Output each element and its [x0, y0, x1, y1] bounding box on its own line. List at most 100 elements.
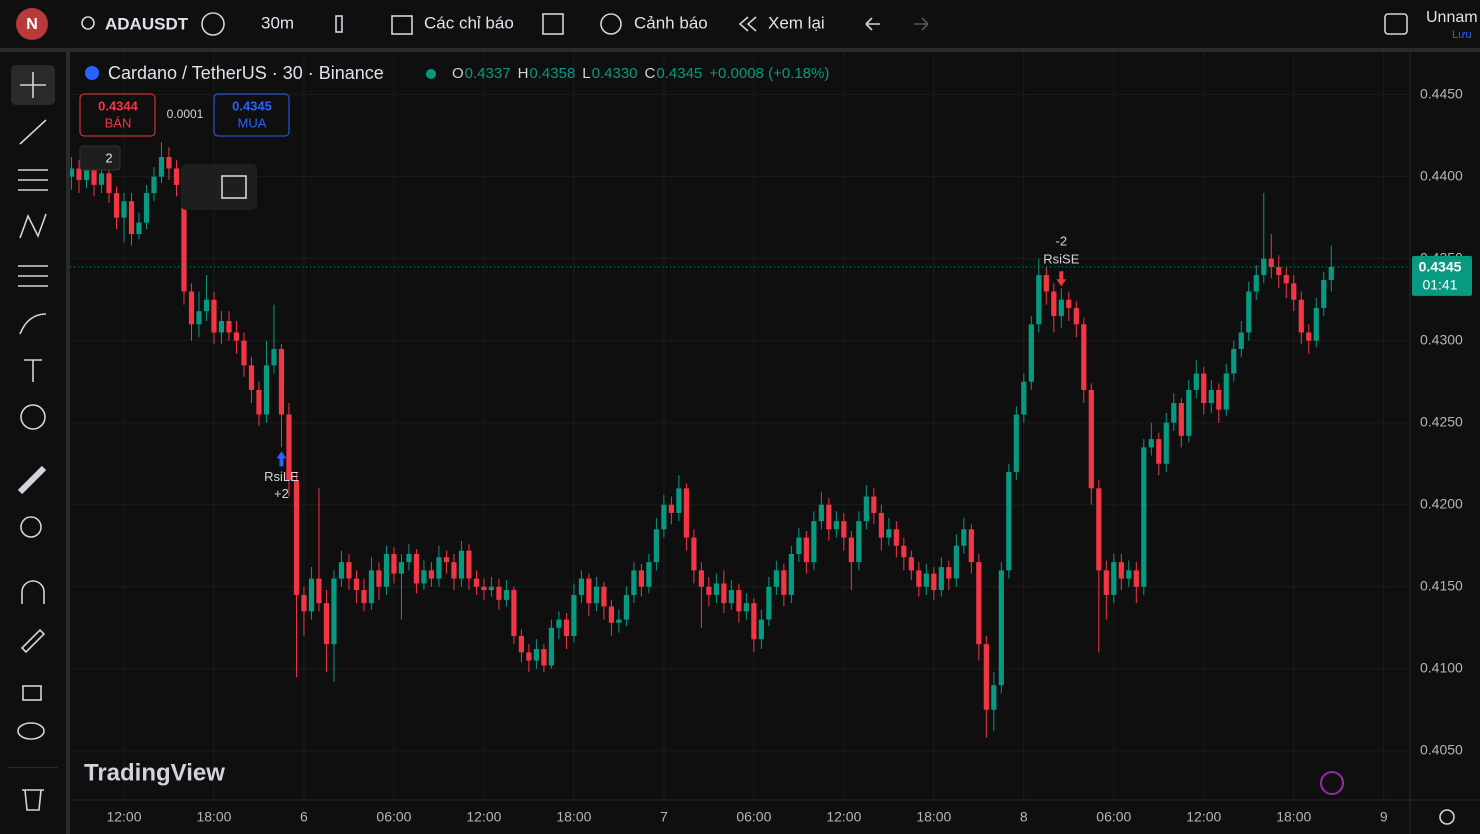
- candle-body: [1133, 570, 1139, 587]
- countdown: 01:41: [1422, 277, 1457, 293]
- candle-body: [923, 573, 929, 587]
- last-price-label: 0.4345: [1419, 259, 1462, 275]
- market-status: [426, 69, 436, 79]
- candle-body: [571, 594, 577, 636]
- hide-tool[interactable]: [17, 722, 45, 740]
- interval[interactable]: 30m: [261, 13, 294, 32]
- candle-body: [1103, 570, 1109, 595]
- candle-body: [518, 635, 525, 653]
- alerts[interactable]: Cảnh báo: [634, 13, 708, 32]
- alert-icon[interactable]: [600, 13, 622, 35]
- candle-body: [1028, 324, 1034, 382]
- candle-body: [1193, 373, 1199, 390]
- projection-tool[interactable]: [18, 265, 48, 287]
- templates-icon[interactable]: [542, 13, 564, 35]
- y-tick-label: 0.4050: [1420, 741, 1463, 757]
- price-axis: [1410, 52, 1480, 834]
- emoji-tool[interactable]: [20, 404, 46, 430]
- sell-button[interactable]: [79, 93, 156, 137]
- position-badge[interactable]: [79, 145, 121, 171]
- fib-tool[interactable]: [18, 169, 48, 191]
- candle-body: [533, 649, 540, 661]
- replay[interactable]: Xem lại: [768, 13, 825, 32]
- toolbar-separator: [8, 767, 58, 768]
- symbol[interactable]: ADAUSDT: [105, 14, 189, 33]
- ruler-tool[interactable]: [17, 465, 47, 495]
- delete-tool[interactable]: [22, 789, 44, 811]
- candle-body: [1246, 291, 1252, 333]
- candle-body: [158, 156, 165, 177]
- brush-tool[interactable]: [19, 313, 47, 335]
- ohlc-change: +0.0008 (+0.18%): [709, 65, 829, 82]
- search-icon[interactable]: [81, 16, 95, 30]
- signal-name: RsiSE: [1043, 252, 1079, 267]
- layout-icon[interactable]: [1384, 13, 1408, 35]
- candle-body: [1006, 471, 1012, 571]
- zoom-tool[interactable]: [20, 516, 42, 538]
- candle-body: [211, 299, 217, 333]
- select-rect-icon[interactable]: [221, 175, 247, 199]
- buy-price: 0.4345: [232, 98, 272, 113]
- redo[interactable]: [914, 17, 929, 31]
- x-tick-label: 12:00: [1186, 809, 1221, 825]
- y-tick-label: 0.4450: [1420, 85, 1463, 101]
- buy-button[interactable]: [213, 93, 290, 137]
- x-tick-label: 7: [660, 809, 668, 825]
- layout-name[interactable]: Unnam: [1426, 9, 1478, 26]
- save[interactable]: Lưu: [1452, 29, 1472, 41]
- candle-body: [713, 583, 719, 595]
- candle-body: [1171, 403, 1177, 423]
- candle-body: [526, 652, 532, 661]
- lightning-button[interactable]: [1320, 771, 1344, 795]
- add-symbol[interactable]: [201, 12, 225, 36]
- candle-body: [1328, 266, 1334, 281]
- candle-body: [323, 603, 330, 645]
- ohlc-key: H: [518, 65, 529, 82]
- avatar[interactable]: [16, 8, 48, 40]
- magnet-tool[interactable]: [21, 580, 45, 604]
- undo[interactable]: [865, 17, 880, 31]
- candle-body: [368, 570, 375, 604]
- candle-body: [878, 512, 884, 538]
- settings-button[interactable]: [1439, 809, 1455, 825]
- indicators[interactable]: Các chỉ báo: [424, 13, 514, 32]
- candle-body: [818, 504, 824, 522]
- trendline-tool[interactable]: [19, 119, 47, 145]
- candle-body: [331, 578, 337, 645]
- replay-icon[interactable]: [738, 16, 757, 32]
- candle-body: [503, 590, 510, 600]
- candle-body: [676, 488, 682, 513]
- candle-body: [166, 156, 172, 169]
- candle-body: [1178, 403, 1184, 436]
- candle-body: [241, 340, 247, 366]
- chart-type-icon[interactable]: [335, 15, 343, 33]
- candle-body: [196, 311, 202, 325]
- candle-body: [436, 557, 442, 579]
- y-tick-label: 0.4300: [1420, 331, 1463, 347]
- candle-body: [301, 594, 307, 612]
- crosshair-tool[interactable]: [20, 72, 46, 98]
- candle-body: [631, 570, 637, 595]
- candle-body: [646, 562, 652, 587]
- candle-body: [143, 193, 150, 223]
- candle-body: [286, 414, 292, 481]
- candle-body: [173, 168, 180, 185]
- text-tool[interactable]: [24, 359, 42, 382]
- lock-tool[interactable]: [22, 685, 42, 701]
- candle-body: [856, 521, 862, 563]
- candle-body: [451, 562, 457, 579]
- indicators-icon[interactable]: [391, 15, 413, 35]
- candle-body: [548, 627, 555, 666]
- candle-body: [661, 504, 667, 530]
- candle-body: [181, 184, 187, 292]
- candle-body: [68, 168, 75, 177]
- candle-body: [1283, 275, 1289, 284]
- candle-body: [931, 573, 937, 591]
- candle-body: [668, 504, 674, 513]
- candle-body: [706, 586, 712, 595]
- candle-body: [1088, 389, 1094, 489]
- candle-body: [826, 504, 832, 530]
- candle-body: [391, 553, 397, 574]
- pattern-tool[interactable]: [19, 213, 47, 239]
- draw-mode-tool[interactable]: [20, 628, 46, 654]
